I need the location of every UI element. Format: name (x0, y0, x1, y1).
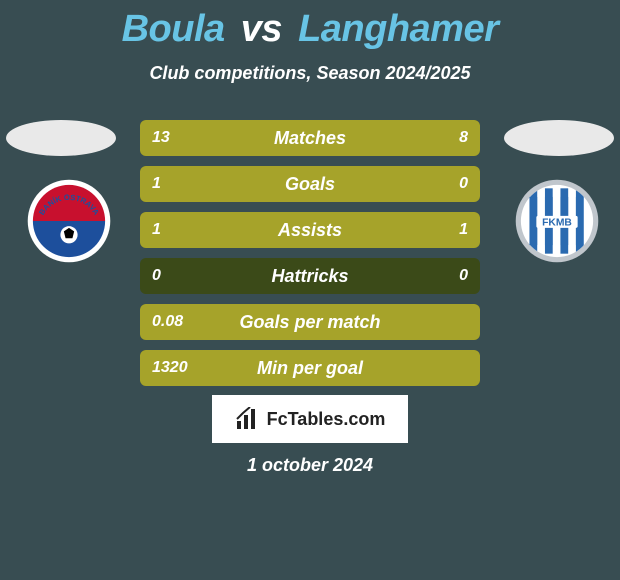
stat-row: 1Assists1 (140, 212, 480, 248)
date-text: 1 october 2024 (0, 455, 620, 476)
player2-name: Langhamer (298, 8, 498, 50)
fkmb-badge-icon: FKMB (514, 178, 600, 264)
stat-label: Min per goal (140, 358, 480, 379)
stat-label: Assists (140, 220, 480, 241)
stat-row: 0.08Goals per match (140, 304, 480, 340)
stat-label: Matches (140, 128, 480, 149)
badge-right-text: FKMB (542, 217, 572, 228)
stat-row: 13Matches8 (140, 120, 480, 156)
player1-photo-placeholder (6, 120, 116, 156)
stat-label: Goals per match (140, 312, 480, 333)
subtitle: Club competitions, Season 2024/2025 (0, 63, 620, 84)
stat-value-right: 0 (459, 175, 468, 193)
stat-row: 1320Min per goal (140, 350, 480, 386)
stat-value-right: 0 (459, 267, 468, 285)
title: Boula vs Langhamer (0, 0, 620, 51)
banik-ostrava-badge-icon: BANÍK OSTRAVA (26, 178, 112, 264)
stat-label: Goals (140, 174, 480, 195)
club-badge-left: BANÍK OSTRAVA (26, 178, 112, 264)
stats-panel: 13Matches81Goals01Assists10Hattricks00.0… (140, 120, 480, 396)
chart-icon (235, 407, 259, 431)
stat-value-right: 8 (459, 129, 468, 147)
title-vs: vs (241, 8, 282, 50)
player2-photo-placeholder (504, 120, 614, 156)
stat-label: Hattricks (140, 266, 480, 287)
stat-row: 1Goals0 (140, 166, 480, 202)
infographic-container: Boula vs Langhamer Club competitions, Se… (0, 0, 620, 580)
club-badge-right: FKMB (514, 178, 600, 264)
player1-name: Boula (122, 8, 225, 50)
footer-brand-text: FcTables.com (267, 409, 386, 430)
stat-row: 0Hattricks0 (140, 258, 480, 294)
stat-value-right: 1 (459, 221, 468, 239)
fctables-logo: FcTables.com (212, 395, 408, 443)
